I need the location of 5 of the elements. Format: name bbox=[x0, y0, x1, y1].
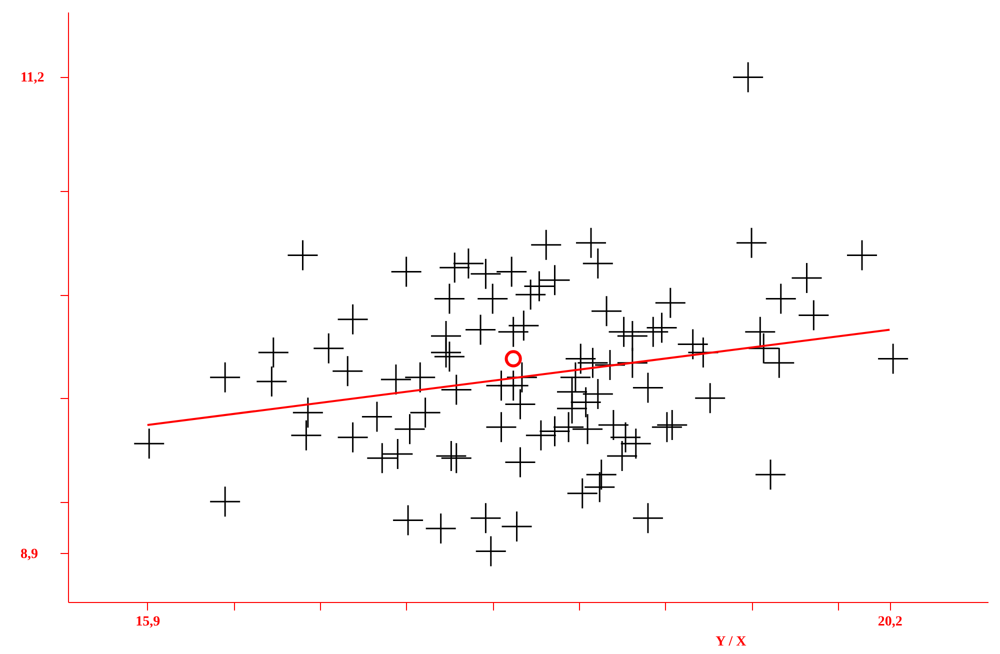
x-tick-label: 20,2 bbox=[878, 614, 902, 630]
x-tick-label: 15,9 bbox=[136, 614, 160, 630]
y-tick-label: 8,9 bbox=[20, 546, 38, 562]
x-axis-title: Y / X bbox=[716, 634, 746, 650]
y-tick-label: 11,2 bbox=[20, 70, 44, 86]
